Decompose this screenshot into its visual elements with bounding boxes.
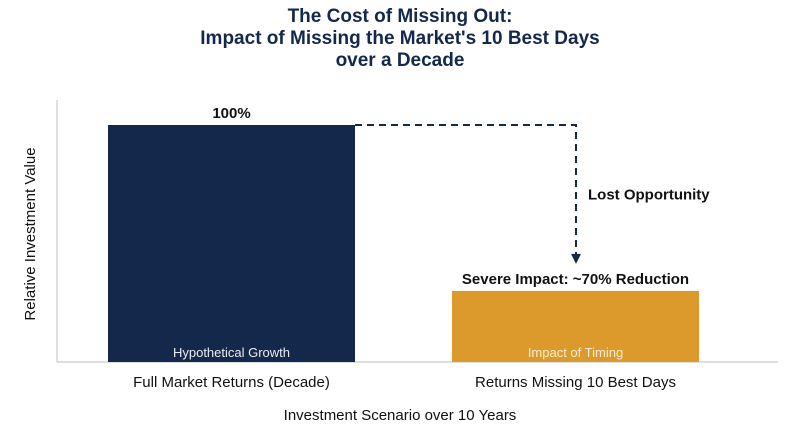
bar-2 (452, 290, 699, 362)
chart-title-line-2: Impact of Missing the Market's 10 Best D… (200, 28, 600, 49)
x-tick-label-2: Returns Missing 10 Best Days (475, 374, 676, 391)
annotation-label: Lost Opportunity (588, 186, 710, 203)
y-axis-label: Relative Investment Value (22, 147, 39, 320)
annotation-arrowhead (571, 253, 581, 264)
bar-top-label-1: 100% (212, 105, 250, 122)
bar-1 (108, 125, 355, 362)
x-axis-label: Investment Scenario over 10 Years (284, 407, 517, 424)
annotation-dashed-line (355, 124, 577, 256)
bar-top-label-2: Severe Impact: ~70% Reduction (462, 271, 689, 288)
bar-labels: Hypothetical Growth 100% Impact of Timing S… (173, 105, 689, 360)
bar-inner-label-1: Hypothetical Growth (173, 345, 290, 360)
chart-title: The Cost of Missing Out: Impact of Missi… (0, 6, 800, 72)
x-tick-label-1: Full Market Returns (Decade) (133, 374, 330, 391)
bar-inner-label-2: Impact of Timing (528, 345, 623, 360)
bars (108, 125, 699, 362)
chart-title-line-1: The Cost of Missing Out: (287, 6, 513, 27)
x-tick-labels: Full Market Returns (Decade) Returns Miss… (133, 374, 676, 391)
chart-title-line-3: over a Decade (335, 50, 465, 71)
lost-opportunity-annotation: Lost Opportunity (355, 124, 710, 264)
